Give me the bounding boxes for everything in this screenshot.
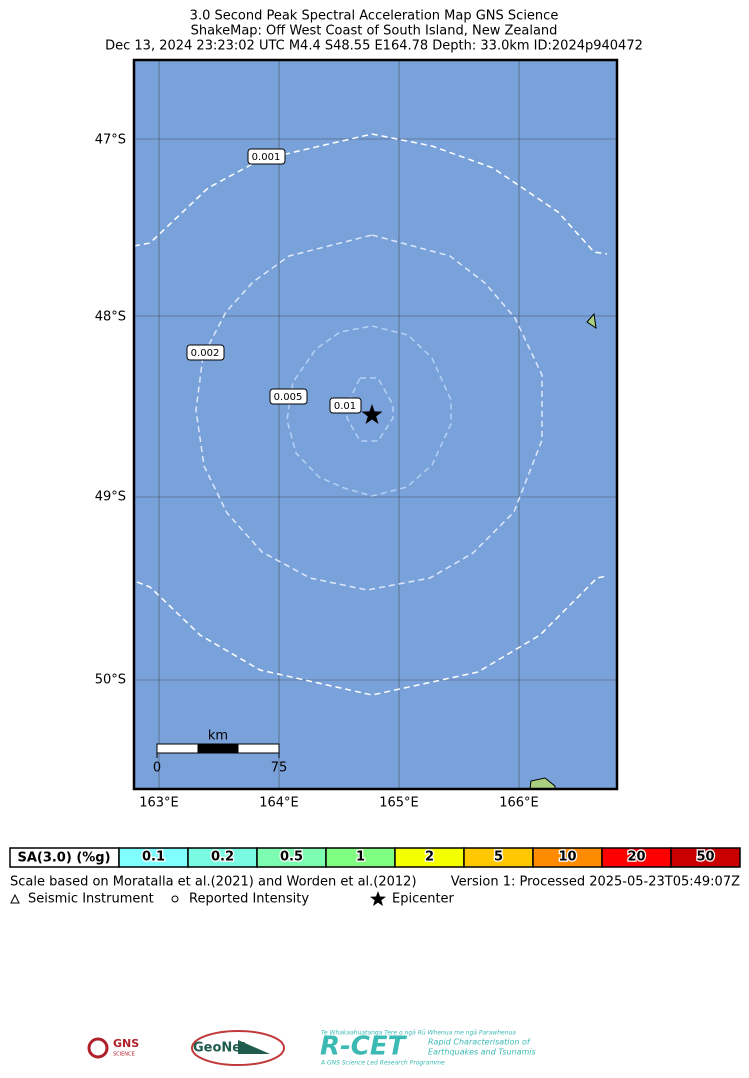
- contour-label-box: [247, 148, 286, 165]
- lat-label: 50°S: [95, 673, 126, 688]
- geonet-wave: [238, 1040, 270, 1054]
- contour-label: 0.005: [274, 392, 303, 403]
- instrument-icon: [10, 893, 20, 904]
- title-line: Dec 13, 2024 23:23:02 UTC M4.4 S48.55 E1…: [105, 39, 643, 54]
- scale-unit: km: [208, 729, 228, 744]
- reference-note: Scale based on Moratalla et al.(2021) an…: [10, 875, 417, 890]
- logos: GNS SCIENCE GeoNet Te Whakaahuatanga Ter…: [87, 1030, 536, 1067]
- epicenter: [361, 404, 383, 424]
- epicenter-icon: [370, 891, 386, 906]
- title-line: ShakeMap: Off West Coast of South Island…: [191, 24, 558, 39]
- gns-logo-sub: SCIENCE: [113, 1052, 135, 1058]
- contour-label-box: [269, 388, 308, 405]
- color-bin-label: 5: [494, 850, 503, 865]
- symbol-legend: Seismic Instrument Reported Intensity Ep…: [10, 891, 455, 907]
- legend-item: Reported Intensity: [189, 892, 309, 907]
- geonet-ring: [191, 1030, 285, 1066]
- contour-label: 0.002: [191, 348, 220, 359]
- legend-item: Seismic Instrument: [28, 892, 154, 907]
- geonet-logo: GeoNet: [193, 1041, 247, 1056]
- legend-item: Epicenter: [392, 892, 455, 907]
- scale-tick: 0: [153, 761, 161, 776]
- lat-label: 47°S: [95, 133, 126, 148]
- map: 0.001 0.002 0.005 0.01 km 0 75 47°S 48°S…: [95, 58, 619, 811]
- lon-label: 165°E: [379, 796, 419, 811]
- map-frame: [132, 58, 619, 791]
- color-bin-label: 20: [627, 850, 645, 865]
- color-bin-label: 0.5: [280, 850, 303, 865]
- scale-bar: km 0 75: [153, 729, 287, 776]
- color-bin-label: 2: [425, 850, 434, 865]
- gns-mark: [87, 1037, 109, 1059]
- color-scale-title: SA(3.0) (%g): [17, 851, 110, 866]
- contour-label: 0.01: [334, 401, 356, 412]
- color-scale: SA(3.0) (%g) 0.1 0.2 0.5 1 2 5 10 20 50: [9, 847, 741, 868]
- lon-label: 163°E: [139, 796, 179, 811]
- lat-label: 48°S: [95, 310, 126, 325]
- lon-label: 164°E: [259, 796, 299, 811]
- intensity-icon: [171, 895, 179, 903]
- color-bin: [670, 847, 741, 868]
- contour-label: 0.001: [252, 152, 281, 163]
- color-bin-label: 0.1: [142, 850, 165, 865]
- rcet-logo: R-CET: [320, 1032, 408, 1062]
- rcet-desc: Earthquakes and Tsunamis: [428, 1048, 536, 1057]
- lon-label: 166°E: [499, 796, 539, 811]
- rcet-footer: A GNS Science Led Research Programme: [320, 1060, 445, 1067]
- color-bin-label: 10: [558, 850, 576, 865]
- graticule: [134, 60, 617, 789]
- version-note: Version 1: Processed 2025-05-23T05:49:07…: [451, 875, 740, 890]
- lat-label: 49°S: [95, 490, 126, 505]
- gns-logo: GNS: [113, 1037, 139, 1050]
- island: [586, 312, 597, 330]
- rcet-tagline: Te Whakaahuatanga Tere o ngā Rū Whenua m…: [321, 1030, 516, 1037]
- color-bin-label: 1: [356, 850, 365, 865]
- title-line: 3.0 Second Peak Spectral Acceleration Ma…: [190, 9, 559, 24]
- scale-tick: 75: [271, 761, 288, 776]
- color-bin-label: 0.2: [211, 850, 234, 865]
- contour-label-box: [329, 397, 362, 414]
- ocean: [134, 60, 617, 789]
- rcet-desc: Rapid Characterisation of: [428, 1038, 531, 1047]
- color-bin-label: 50: [696, 850, 714, 865]
- contour-label-box: [186, 344, 225, 361]
